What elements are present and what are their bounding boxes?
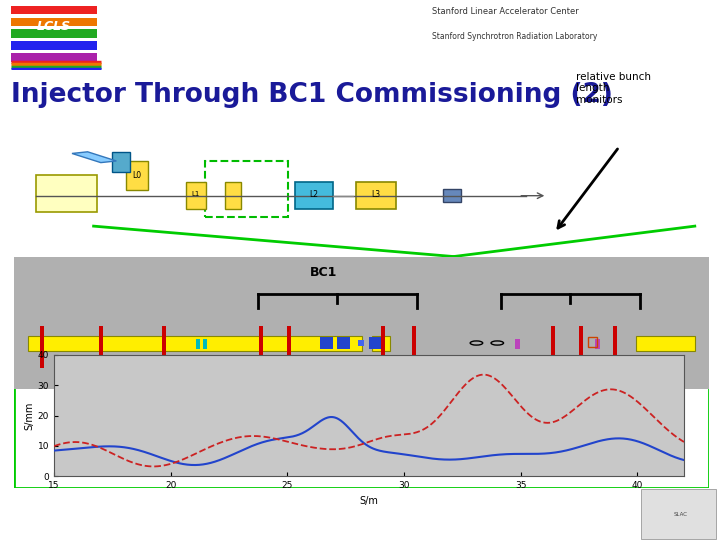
Bar (595, 339, 600, 349)
Text: Injector Through BC1 Commissioning (2): Injector Through BC1 Commissioning (2) (11, 82, 613, 109)
X-axis label: S/m: S/m (359, 496, 379, 505)
Bar (443, 189, 461, 202)
Text: relative bunch
length
monitors: relative bunch length monitors (576, 72, 651, 105)
Text: L3: L3 (372, 190, 380, 199)
Text: June 7, 2006: June 7, 2006 (11, 500, 76, 510)
Bar (225, 183, 241, 209)
Bar (295, 183, 333, 209)
Text: stopper: stopper (602, 419, 650, 429)
Text: Stanford Linear Accelerator Center: Stanford Linear Accelerator Center (432, 7, 579, 16)
Text: $\gamma\varepsilon_{x,y}$: $\gamma\varepsilon_{x,y}$ (536, 421, 563, 436)
Bar (613, 326, 618, 368)
Bar (203, 339, 207, 349)
Bar (516, 339, 521, 349)
Bar (588, 337, 597, 347)
Text: Paul Emma: Paul Emma (490, 500, 548, 510)
Bar (186, 183, 206, 209)
Text: LCLS: LCLS (37, 20, 71, 33)
Text: LCLS Commissioning: LCLS Commissioning (11, 523, 119, 534)
Bar (112, 152, 130, 172)
Bar (99, 326, 104, 368)
Bar (636, 336, 696, 350)
Text: L1: L1 (192, 191, 200, 198)
Text: SLAC: SLAC (673, 511, 688, 517)
Bar (412, 326, 416, 368)
Bar (28, 336, 362, 350)
Bar (259, 326, 263, 368)
Bar (320, 337, 333, 349)
Text: BC1: BC1 (310, 266, 337, 279)
Bar (126, 161, 148, 191)
Bar (641, 489, 716, 539)
Bar (345, 339, 350, 349)
Bar (40, 326, 44, 368)
Bar (205, 161, 288, 217)
Text: Stanford Synchrotron Radiation Laboratory: Stanford Synchrotron Radiation Laborator… (432, 31, 598, 40)
Bar (14, 257, 709, 389)
Y-axis label: S/mm: S/mm (25, 401, 35, 430)
Bar (356, 183, 396, 209)
Text: Emma@SLAC.Stanford.edu: Emma@SLAC.Stanford.edu (490, 523, 631, 534)
Bar (372, 336, 390, 350)
Text: $\sigma_E$: $\sigma_E$ (328, 419, 344, 432)
Bar (338, 337, 350, 349)
Bar (381, 326, 384, 368)
Text: X-band
RF: X-band RF (149, 421, 190, 443)
Text: L2: L2 (310, 190, 318, 199)
Text: slice $\gamma\varepsilon_y$: slice $\gamma\varepsilon_y$ (333, 463, 384, 479)
Bar (72, 152, 117, 163)
Bar (579, 326, 582, 368)
Bar (36, 174, 97, 212)
Text: 18: 18 (353, 505, 367, 518)
Bar (287, 326, 291, 368)
Bar (551, 326, 555, 368)
Bar (359, 340, 364, 346)
Bar (369, 337, 382, 349)
Text: L0: L0 (132, 171, 141, 180)
Text: $\langle E \rangle$: $\langle E \rangle$ (327, 440, 346, 455)
Bar (162, 326, 166, 368)
Bar (197, 339, 200, 349)
